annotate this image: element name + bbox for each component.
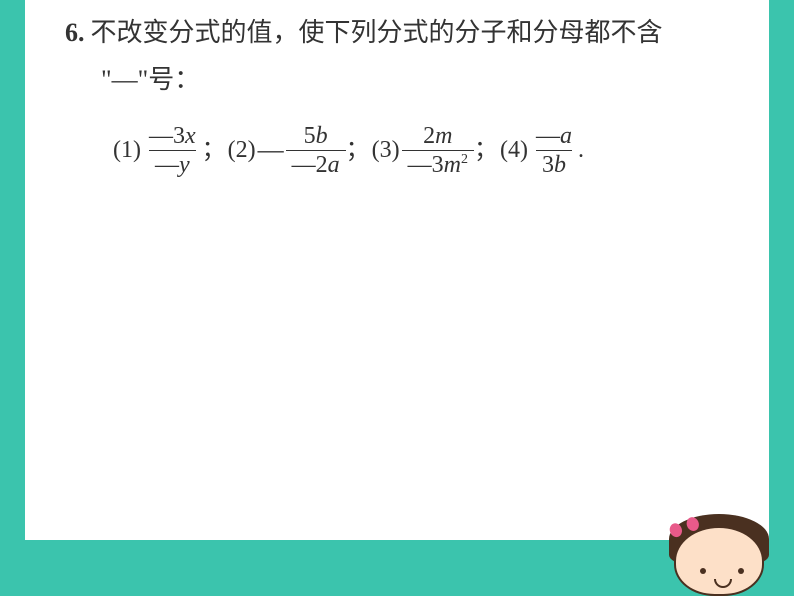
numerator-3: 2m (417, 122, 458, 151)
character-illustration (654, 506, 774, 596)
fraction-1: —3x —y (143, 122, 202, 181)
terminator-3: ； (474, 129, 498, 172)
problem-heading: 6. 不改变分式的值，使下列分式的分子和分母都不含 (65, 10, 729, 57)
problem-text-line2: "—"号： (65, 57, 729, 104)
numerator-4: —a (530, 122, 578, 151)
terminator-4: . (578, 129, 584, 172)
expression-row: (1) —3x —y ； (2) — 5b —2a ； (3) 2m —3m2 … (65, 122, 729, 181)
part-label-3: (3) (372, 129, 400, 172)
fraction-2: 5b —2a (286, 122, 346, 181)
part-label-2: (2) (228, 129, 256, 172)
denominator-1: —y (149, 150, 196, 180)
problem-text-line1: 不改变分式的值，使下列分式的分子和分母都不含 (91, 10, 730, 57)
part-label-1: (1) (113, 129, 141, 172)
problem-number: 6. (65, 10, 85, 57)
character-eye-left (700, 568, 706, 574)
character-eye-right (738, 568, 744, 574)
fraction-4: —a 3b (530, 122, 578, 181)
denominator-4: 3b (536, 150, 572, 180)
numerator-2: 5b (298, 122, 334, 151)
part-label-4: (4) (500, 129, 528, 172)
problem-block: 6. 不改变分式的值，使下列分式的分子和分母都不含 "—"号： (1) —3x … (65, 10, 729, 180)
leading-minus-2: — (258, 127, 284, 174)
denominator-2: —2a (286, 150, 346, 180)
terminator-1: ； (202, 129, 226, 172)
denominator-3: —3m2 (402, 150, 474, 180)
fraction-3: 2m —3m2 (402, 122, 474, 181)
terminator-2: ； (346, 129, 370, 172)
page-content: 6. 不改变分式的值，使下列分式的分子和分母都不含 "—"号： (1) —3x … (25, 0, 769, 540)
numerator-1: —3x (143, 122, 202, 151)
